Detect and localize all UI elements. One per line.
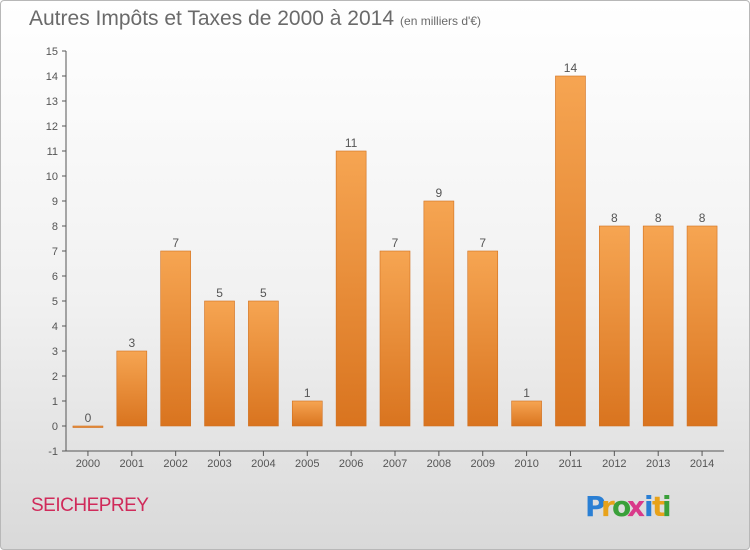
bar-2002 <box>160 250 191 427</box>
x-tick-label: 2004 <box>251 458 275 470</box>
y-tick-label: 7 <box>52 246 58 258</box>
y-tick-label: 3 <box>52 346 58 358</box>
logo-letter: i <box>644 490 654 523</box>
bar-2005 <box>291 400 323 427</box>
logo-letter: t <box>652 490 665 523</box>
y-tick-label: 15 <box>46 46 58 58</box>
value-label: 8 <box>655 211 662 225</box>
x-tick-label: 2001 <box>120 458 144 470</box>
x-tick-label: 2005 <box>295 458 319 470</box>
y-tick-label: -1 <box>48 446 58 458</box>
x-tick-label: 2008 <box>427 458 451 470</box>
value-label: 7 <box>172 236 179 250</box>
chart-unit-note: (en milliers d'€) <box>400 14 482 28</box>
bar-2013 <box>642 225 674 427</box>
y-tick-label: 9 <box>52 196 58 208</box>
bar-2001 <box>116 350 148 427</box>
y-tick-label: 11 <box>47 146 58 158</box>
value-label: 11 <box>345 136 358 150</box>
bar-2007 <box>379 250 411 427</box>
bar-2011 <box>555 75 586 427</box>
x-tick-label: 2014 <box>690 458 714 470</box>
value-label: 1 <box>304 386 311 400</box>
bar-2014 <box>686 225 718 427</box>
bar-2006 <box>335 150 367 427</box>
x-tick-label: 2010 <box>514 458 538 470</box>
y-tick-label: 5 <box>52 296 58 308</box>
x-tick-label: 2011 <box>559 458 583 470</box>
chart-title: Autres Impôts et Taxes de 2000 à 2014 (en… <box>29 7 481 31</box>
value-label: 14 <box>564 61 578 75</box>
commune-name: SEICHEPREY <box>31 495 149 516</box>
bar-2012 <box>599 225 630 427</box>
bar-2004 <box>248 300 279 427</box>
logo-letter: P <box>585 490 606 523</box>
value-label: 9 <box>436 186 443 200</box>
value-label: 5 <box>260 286 267 300</box>
value-label: 7 <box>392 236 399 250</box>
value-label: 8 <box>699 211 706 225</box>
chart-title-text: Autres Impôts et Taxes de 2000 à 2014 <box>29 7 395 30</box>
logo-letter: o <box>612 490 631 523</box>
bars <box>72 75 718 428</box>
value-label: 5 <box>216 286 223 300</box>
y-tick-label: 1 <box>52 396 58 408</box>
y-tick-label: 12 <box>46 121 58 133</box>
y-tick-label: 4 <box>52 321 58 333</box>
y-tick-label: 0 <box>52 421 58 433</box>
y-tick-label: 13 <box>46 96 58 108</box>
value-label: 1 <box>523 386 530 400</box>
value-label: 0 <box>85 411 92 425</box>
bar-2008 <box>423 200 455 427</box>
y-tick-label: 8 <box>52 221 58 233</box>
x-tick-label: 2007 <box>383 458 407 470</box>
bar-2003 <box>204 300 235 427</box>
x-tick-label: 2002 <box>163 458 187 470</box>
logo-letter: i <box>662 490 672 523</box>
bar-2000 <box>72 425 104 428</box>
x-tick-label: 2012 <box>602 458 626 470</box>
value-label: 8 <box>611 211 618 225</box>
x-tick-label: 2006 <box>339 458 363 470</box>
bar-2010 <box>511 400 542 427</box>
x-tick-label: 2009 <box>470 458 494 470</box>
value-label: 7 <box>479 236 486 250</box>
logo-letter: x <box>627 490 645 523</box>
x-tick-label: 2003 <box>207 458 231 470</box>
value-label: 3 <box>128 336 135 350</box>
logo-letter: r <box>601 490 615 523</box>
y-tick-label: 6 <box>52 271 58 283</box>
y-tick-label: 10 <box>46 171 58 183</box>
y-tick-label: 14 <box>46 71 58 83</box>
bar-2009 <box>467 250 499 427</box>
y-tick-label: 2 <box>52 371 58 383</box>
x-tick-label: 2000 <box>76 458 100 470</box>
x-tick-label: 2013 <box>646 458 670 470</box>
